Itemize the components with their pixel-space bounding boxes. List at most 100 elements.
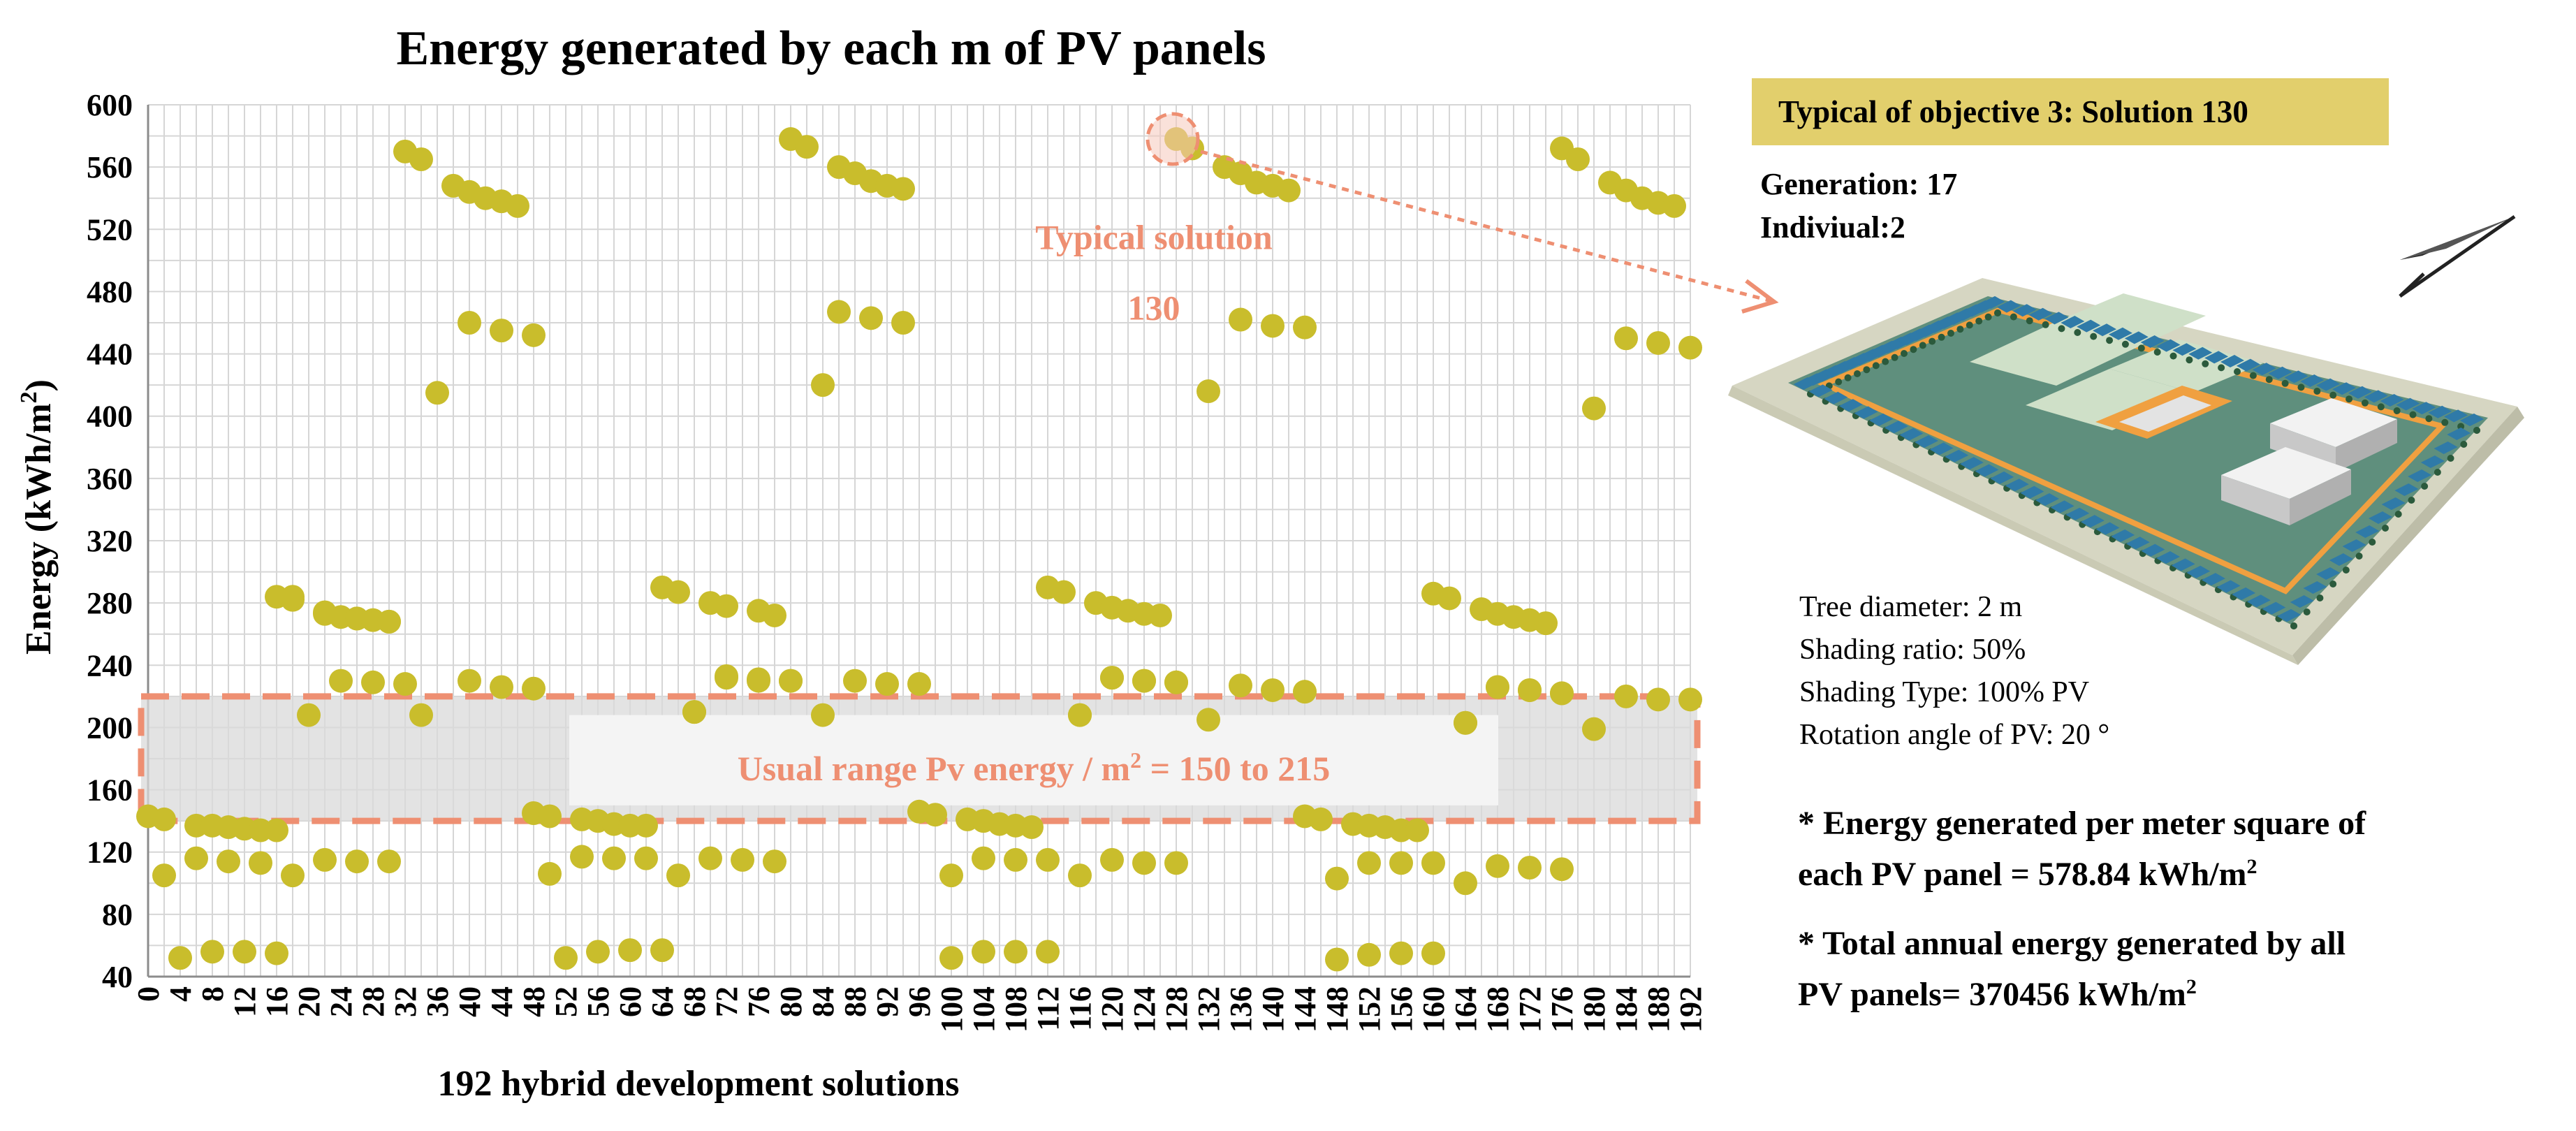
total-energy-value: PV panels= 370456 kWh/m — [1798, 976, 2186, 1013]
tree — [1882, 358, 1889, 365]
data-point — [1004, 847, 1027, 872]
pv-panel — [1915, 435, 1938, 448]
data-point — [1068, 863, 1092, 888]
pv-panel — [2232, 587, 2256, 600]
x-tick-label: 64 — [645, 986, 680, 1017]
site-model-illustration — [1728, 278, 2524, 665]
data-point — [1421, 851, 1445, 875]
data-point — [570, 845, 594, 869]
tree — [2202, 360, 2209, 367]
pv-panel — [2364, 390, 2388, 403]
pv-panel — [2380, 394, 2404, 407]
pv-panel — [2108, 327, 2132, 340]
pv-panel — [2095, 522, 2120, 535]
pv-panel — [1929, 442, 1954, 455]
data-point — [715, 666, 738, 690]
data-point — [490, 319, 513, 343]
x-tick-label: 160 — [1417, 986, 1451, 1033]
tree — [2394, 511, 2402, 518]
data-point — [715, 594, 738, 618]
data-point — [618, 938, 642, 963]
north-arrow-icon — [2399, 214, 2516, 298]
data-point — [393, 672, 417, 696]
usual-range-label: Usual range Pv energy / m2 = 150 to 215 — [738, 747, 1331, 788]
data-point — [1614, 326, 1638, 351]
pv-panel — [2012, 304, 2037, 317]
x-tick-label: 0 — [131, 986, 166, 1002]
data-point — [650, 938, 674, 963]
tree — [2137, 344, 2145, 352]
data-point — [1662, 194, 1686, 218]
data-point — [634, 813, 658, 838]
data-point — [1100, 847, 1124, 872]
data-point — [361, 670, 385, 694]
tree — [2329, 391, 2337, 399]
usual-range-label-end: = 150 to 215 — [1141, 749, 1330, 788]
tree — [2355, 553, 2363, 560]
pv-panel — [2236, 358, 2260, 372]
y-tick-label: 360 — [87, 462, 133, 496]
pv-panel — [2061, 316, 2085, 328]
tree — [1835, 378, 1843, 386]
typical-solution-marker[interactable] — [1146, 112, 1200, 166]
pv-panel — [2065, 507, 2090, 520]
pv-panel — [2290, 595, 2314, 608]
pv-panel — [2381, 497, 2406, 510]
tree — [2382, 525, 2389, 532]
pv-panel — [1899, 428, 1924, 441]
data-point — [233, 940, 256, 964]
pv-panel — [2284, 370, 2308, 384]
data-point — [1309, 807, 1333, 831]
tree — [2447, 455, 2454, 462]
tree — [1854, 370, 1861, 377]
data-point — [666, 580, 690, 604]
pv-panel — [1854, 406, 1878, 419]
x-tick-label: 136 — [1224, 986, 1258, 1033]
pv-panel — [2020, 486, 2044, 499]
x-axis-label: 192 hybrid development solutions — [438, 1064, 960, 1104]
tree — [2153, 349, 2161, 356]
data-point — [522, 676, 546, 701]
data-point — [1582, 717, 1606, 741]
pv-panel — [2220, 355, 2244, 367]
data-point — [1486, 675, 1509, 699]
x-tick-label: 72 — [710, 986, 744, 1017]
tree — [2313, 388, 2321, 395]
data-point — [313, 847, 337, 872]
pv-panel — [2420, 455, 2445, 468]
callout-arrow — [1200, 149, 1775, 304]
pv-panel — [2348, 386, 2372, 399]
data-point — [490, 675, 513, 699]
x-tick-label: 12 — [228, 986, 262, 1017]
tree — [1938, 333, 1945, 341]
x-tick-label: 188 — [1641, 986, 1676, 1033]
tree — [2186, 356, 2193, 364]
pv-panel — [1824, 391, 1848, 404]
x-tick-label: 144 — [1288, 986, 1322, 1033]
pv-panel — [2316, 567, 2341, 580]
data-point — [1277, 178, 1301, 203]
data-point — [811, 373, 835, 397]
pv-panel — [2201, 573, 2225, 586]
tree — [1929, 337, 1936, 345]
shading-ratio: Shading ratio: 50% — [1799, 634, 2026, 666]
data-point — [1261, 678, 1285, 702]
usual-range-label-sup: 2 — [1130, 747, 1141, 773]
tree — [2303, 608, 2311, 615]
pv-panel — [2188, 346, 2213, 360]
tree — [2342, 567, 2350, 574]
pv-panel — [2111, 529, 2135, 542]
data-point — [1229, 673, 1252, 698]
shading-type: Shading Type: 100% PV — [1799, 676, 2090, 708]
tree — [2316, 594, 2324, 601]
data-point — [281, 588, 305, 612]
tree — [2393, 407, 2401, 414]
data-point — [1646, 687, 1670, 712]
x-tick-label: 176 — [1545, 986, 1579, 1033]
data-point — [554, 946, 578, 970]
data-point — [1196, 708, 1220, 732]
x-tick-label: 40 — [453, 986, 487, 1017]
pv-panel — [2050, 500, 2074, 513]
x-tick-label: 128 — [1159, 986, 1194, 1033]
data-point — [1068, 703, 1092, 727]
